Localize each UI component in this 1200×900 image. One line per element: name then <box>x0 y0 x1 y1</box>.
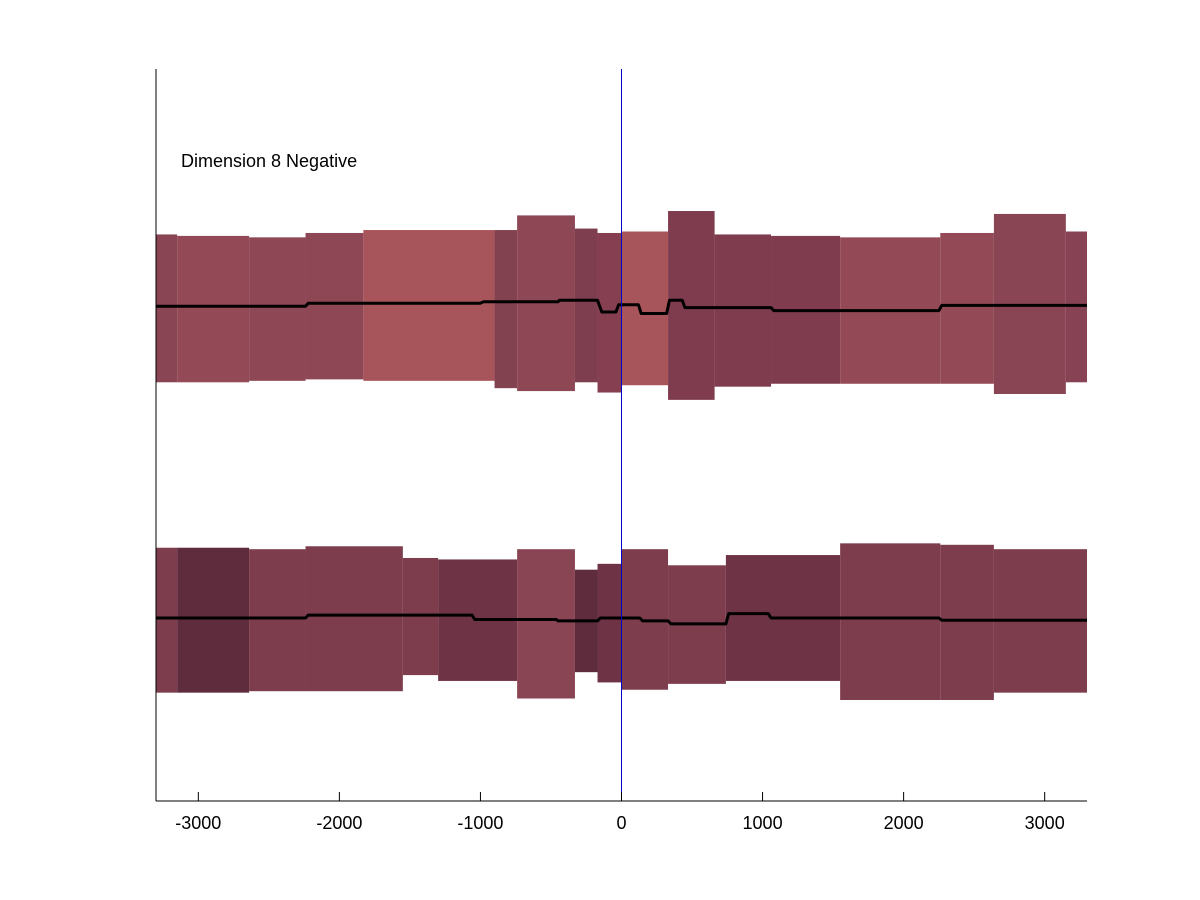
x-tick-label: -2000 <box>316 813 362 833</box>
band-segment <box>517 549 575 699</box>
band-segment <box>574 228 598 383</box>
band-segment <box>249 237 306 381</box>
band-segment <box>940 544 994 700</box>
band-segment <box>840 543 941 700</box>
band-segment <box>940 232 994 384</box>
x-tick-label: 1000 <box>743 813 783 833</box>
x-axis-ticks: -3000 -2000 -1000 0 1000 2000 3000 <box>175 792 1065 833</box>
band-segment <box>714 234 772 387</box>
x-tick-label: -1000 <box>457 813 503 833</box>
band-segment <box>177 235 250 383</box>
x-tick-label: 3000 <box>1025 813 1065 833</box>
median-line <box>156 298 1087 315</box>
x-tick-label: 0 <box>616 813 626 833</box>
band-segment <box>305 232 364 380</box>
median-line <box>156 612 1087 626</box>
band-segment <box>1065 231 1087 383</box>
uncertainty-bands <box>156 211 1087 700</box>
median-lines <box>156 298 1087 626</box>
band-segment <box>305 546 403 692</box>
x-tick-label: -3000 <box>175 813 221 833</box>
band-segment <box>363 230 495 381</box>
band-segment <box>156 234 178 383</box>
dimension-annotation: Dimension 8 Negative <box>181 151 357 171</box>
band-segment <box>668 211 715 400</box>
band-segment <box>597 563 622 683</box>
band-segment <box>249 549 306 692</box>
x-tick-label: 2000 <box>884 813 924 833</box>
band-segment <box>621 231 669 386</box>
band-segment <box>156 547 178 693</box>
band-segment <box>177 547 250 693</box>
band-segment <box>494 230 518 389</box>
